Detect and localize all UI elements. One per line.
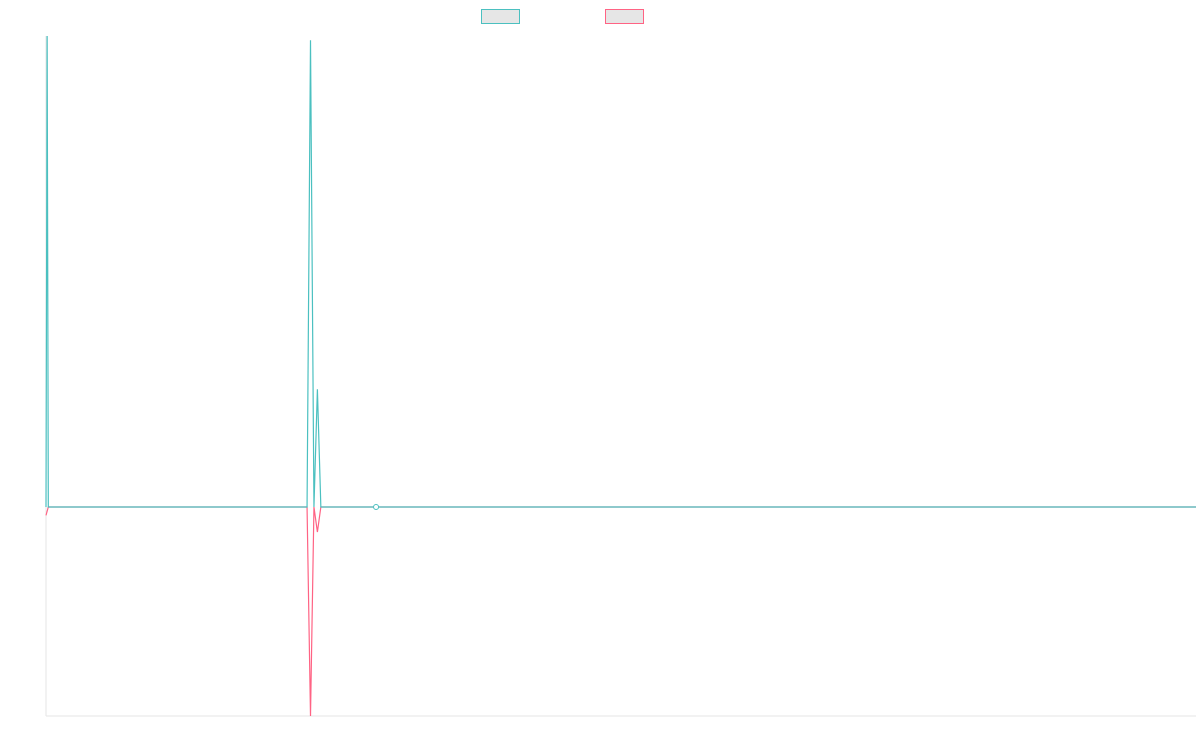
- series-line-1[interactable]: [45, 35, 1196, 508]
- data-point-marker[interactable]: [373, 504, 380, 510]
- series-line-2[interactable]: [45, 506, 1196, 717]
- legend-swatch-series-1[interactable]: [481, 9, 520, 24]
- legend-swatch-series-2[interactable]: [605, 9, 644, 24]
